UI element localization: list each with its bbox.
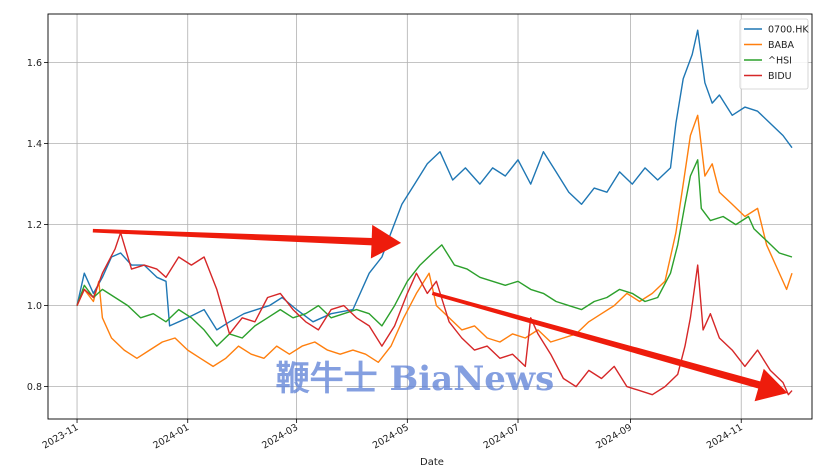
x-tick-label: 2024-07 [482,422,522,451]
series-lines [76,29,793,396]
annotation-arrows [92,224,788,402]
legend-box [739,18,809,90]
series-line-hsi [76,159,793,347]
x-tick-label: 2023-11 [41,422,81,451]
y-tick-label: 0.8 [27,382,42,393]
y-tick-label: 1.6 [27,58,42,69]
legend: 0700.HK BABA ^HSI BIDU [739,18,809,90]
legend-entry: BIDU [768,71,792,82]
x-tick-label: 2024-05 [371,422,411,451]
legend-entry: 0700.HK [768,25,809,36]
y-tick-label: 1.0 [27,301,42,312]
x-axis-ticks: 2023-11 2024-01 2024-03 2024-05 2024-07 2024-… [41,419,745,451]
annotation-arrow [431,291,788,402]
x-tick-label: 2024-09 [594,422,634,451]
series-line-baba [76,114,793,368]
series-line-0700hk [76,29,793,331]
watermark: 鞭牛士 BiaNews [276,359,555,399]
legend-entry: BABA [768,40,795,51]
x-tick-label: 2024-03 [260,422,300,451]
y-tick-label: 1.2 [27,220,42,231]
y-tick-label: 1.4 [27,139,42,150]
series-line-bidu [76,232,793,396]
x-tick-label: 2024-11 [705,422,745,451]
plot-frame [47,13,813,420]
x-tick-label: 2024-01 [151,422,191,451]
y-axis-ticks: 0.8 1.0 1.2 1.4 1.6 [27,58,48,393]
annotation-arrow [92,224,402,259]
x-axis-label: Date [420,457,444,468]
grid-lines [48,14,812,419]
legend-entry: ^HSI [768,56,792,67]
